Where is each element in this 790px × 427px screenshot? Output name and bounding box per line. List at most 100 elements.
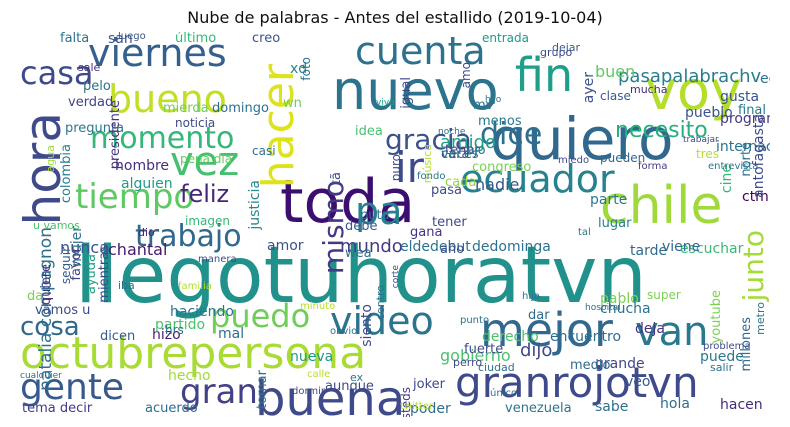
cloud-word: fuerte: [464, 342, 504, 357]
cloud-word: pasa: [431, 183, 462, 198]
cloud-word: agua: [44, 145, 57, 173]
cloud-word: foto: [299, 57, 313, 81]
cloud-word: colombia: [59, 144, 74, 204]
cloud-word: viene: [662, 239, 701, 255]
cloud-word: debut: [430, 239, 471, 255]
cloud-word: quiero: [490, 105, 674, 173]
cloud-word: año: [440, 242, 465, 257]
cloud-word: pena dia: [180, 152, 233, 166]
cloud-word: video: [330, 299, 434, 343]
cloud-word: cara: [441, 147, 470, 162]
cloud-word: pa: [355, 189, 403, 233]
cloud-word: nunca: [60, 238, 110, 257]
cloud-word: equipo: [760, 71, 770, 87]
cloud-word: super: [647, 288, 681, 302]
cloud-word: justicia: [247, 180, 263, 230]
cloud-word: vez: [170, 139, 240, 185]
cloud-word: fin: [515, 48, 574, 102]
cloud-word: pelo: [83, 79, 111, 94]
cloud-word: bueno: [108, 77, 227, 121]
cloud-word: perro: [453, 356, 483, 369]
cloud-word: pueblo: [685, 105, 733, 121]
cloud-word: granrojotvn: [455, 358, 699, 407]
cloud-word: grupo: [540, 46, 573, 59]
cloud-word: amor: [267, 238, 304, 254]
cloud-word: metro: [754, 302, 767, 335]
word-cloud: llegotuhoratvn toda quiero chile hora voy nuev…: [20, 32, 770, 417]
cloud-word: cada: [445, 175, 477, 190]
cloud-word: elde: [400, 239, 431, 255]
cloud-word: menos: [478, 114, 522, 129]
cloud-word: mierda: [163, 101, 209, 116]
cloud-word: programa: [720, 111, 770, 127]
cloud-word: tiempo: [75, 177, 195, 217]
cloud-word: puedo: [210, 297, 311, 335]
cloud-word: veces: [441, 147, 479, 162]
cloud-word: ayer: [581, 72, 597, 104]
cloud-word: gracia: [385, 123, 472, 156]
cloud-word: mv: [473, 98, 494, 113]
cloud-word: haciendo: [170, 304, 234, 320]
cloud-word: cualquier: [20, 371, 62, 381]
cloud-word: tomar: [255, 370, 270, 410]
cloud-word: debe: [345, 219, 378, 234]
cloud-word: mundo: [340, 236, 403, 257]
cloud-word: dio: [138, 226, 155, 239]
cloud-word: forma: [638, 161, 668, 172]
cloud-word: pablo: [600, 291, 639, 307]
cloud-word: youtube: [709, 290, 724, 344]
cloud-word: dedominga: [472, 239, 551, 255]
cloud-word: último: [175, 32, 217, 46]
cloud-word: aunque: [325, 379, 374, 394]
cloud-word: falta: [60, 32, 90, 46]
cloud-word: pregunta: [65, 121, 125, 136]
cloud-word: toda: [280, 167, 416, 237]
cloud-word: casi: [252, 144, 276, 158]
cloud-word: hizo: [152, 327, 181, 343]
cloud-word: wn: [283, 96, 302, 111]
cloud-word: encuentro: [550, 329, 622, 345]
cloud-word: partido: [155, 317, 206, 333]
cloud-word: poder: [410, 401, 451, 417]
cloud-word: manera: [198, 254, 237, 265]
cloud-word: amo: [459, 62, 473, 89]
cloud-word: obvio: [330, 326, 358, 337]
cloud-word: igual: [399, 77, 414, 109]
cloud-word: tã: [329, 172, 344, 186]
cloud-word: noticia: [175, 116, 216, 130]
cloud-word: quiere: [39, 264, 54, 306]
cloud-word: san: [108, 32, 133, 47]
cloud-word: octubrepersona: [20, 328, 367, 379]
cloud-word: nadie: [475, 175, 520, 194]
cloud-word: mientras: [97, 245, 112, 303]
cloud-word: trabajo: [135, 219, 242, 254]
cloud-word: mal: [218, 326, 245, 342]
cloud-word: cosa: [20, 312, 80, 342]
cloud-word: punto: [460, 315, 490, 326]
cloud-word: clase: [600, 89, 631, 103]
cloud-word: pueden: [600, 151, 646, 165]
cloud-word: medio: [570, 358, 611, 373]
cloud-word: necesito: [615, 118, 708, 143]
cloud-word: acuerdo: [145, 401, 198, 416]
cloud-word: hijo: [485, 95, 502, 105]
cloud-word: minuto: [300, 301, 336, 312]
cloud-word: imagen: [185, 214, 230, 228]
cloud-word: casa: [20, 54, 94, 92]
cloud-word: tres: [696, 147, 720, 161]
cloud-word: salir: [710, 361, 734, 374]
cloud-word: final: [738, 103, 767, 118]
cloud-word: puede: [700, 349, 744, 365]
cloud-word: puro: [389, 154, 403, 182]
cloud-word: mismo: [317, 180, 350, 275]
cloud-word: nueva: [290, 349, 334, 365]
cloud-word: ctm: [742, 189, 769, 205]
cloud-word: wea: [345, 246, 372, 261]
cloud-word: hospital: [585, 303, 621, 313]
cloud-word: dormir: [292, 386, 326, 397]
cloud-word: gente: [20, 367, 125, 408]
cloud-word: fondo: [417, 171, 446, 182]
chart-title: Nube de palabras - Antes del estallido (…: [187, 8, 603, 27]
cloud-word: gran: [180, 372, 258, 412]
cloud-word: u vamos: [33, 219, 80, 232]
